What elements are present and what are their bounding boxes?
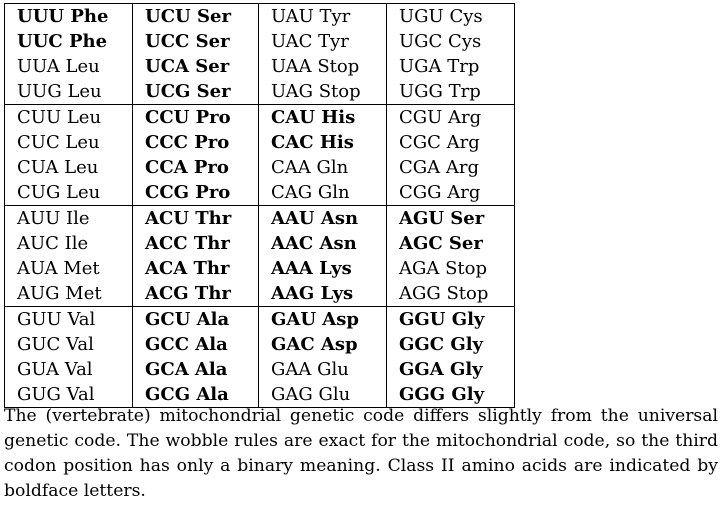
table-row: UUC Phe UCC Ser UAC Tyr UGC Cys: [4, 29, 515, 54]
codon-cell: GGU Gly: [386, 306, 515, 332]
codon-cell: UUA Leu: [4, 54, 133, 79]
codon-cell: CCC Pro: [132, 130, 259, 155]
codon-cell: UGG Trp: [386, 79, 515, 105]
codon-cell: ACG Thr: [132, 281, 259, 307]
codon-cell: CCG Pro: [132, 180, 259, 206]
codon-cell: GGA Gly: [386, 357, 515, 382]
table-row: AUA Met ACA Thr AAA Lys AGA Stop: [4, 256, 515, 281]
codon-cell: UAC Tyr: [258, 29, 387, 54]
codon-cell: AGG Stop: [386, 281, 515, 307]
codon-cell: UAU Tyr: [258, 3, 387, 29]
codon-cell: GUC Val: [4, 332, 133, 357]
codon-cell: UUU Phe: [4, 3, 133, 29]
codon-cell: CAC His: [258, 130, 387, 155]
table-row: GUA Val GCA Ala GAA Glu GGA Gly: [4, 357, 515, 382]
codon-cell: AUA Met: [4, 256, 133, 281]
codon-cell: UCG Ser: [132, 79, 259, 105]
codon-cell: CUU Leu: [4, 104, 133, 130]
codon-cell: GCG Ala: [132, 382, 259, 408]
codon-cell: CUC Leu: [4, 130, 133, 155]
codon-table-body: UUU Phe UCU Ser UAU Tyr UGU Cys UUC Phe UCC S…: [4, 3, 515, 408]
codon-cell: GCC Ala: [132, 332, 259, 357]
codon-cell: CAA Gln: [258, 155, 387, 180]
table-row: UUG Leu UCG Ser UAG Stop UGG Trp: [4, 79, 515, 105]
codon-cell: AUU Ile: [4, 205, 133, 231]
codon-cell: GUU Val: [4, 306, 133, 332]
codon-cell: UUC Phe: [4, 29, 133, 54]
codon-cell: AAU Asn: [258, 205, 387, 231]
codon-cell: UGU Cys: [386, 3, 515, 29]
codon-cell: CGA Arg: [386, 155, 515, 180]
codon-cell: AGA Stop: [386, 256, 515, 281]
codon-cell: CCU Pro: [132, 104, 259, 130]
codon-cell: GGG Gly: [386, 382, 515, 408]
codon-cell: GCA Ala: [132, 357, 259, 382]
codon-cell: GAA Glu: [258, 357, 387, 382]
codon-cell: CGG Arg: [386, 180, 515, 206]
codon-table: UUU Phe UCU Ser UAU Tyr UGU Cys UUC Phe UCC S…: [4, 3, 515, 408]
table-row: AUG Met ACG Thr AAG Lys AGG Stop: [4, 281, 515, 307]
codon-cell: UCA Ser: [132, 54, 259, 79]
codon-cell: GAC Asp: [258, 332, 387, 357]
codon-cell: CUG Leu: [4, 180, 133, 206]
codon-cell: ACU Thr: [132, 205, 259, 231]
table-row: GUG Val GCG Ala GAG Glu GGG Gly: [4, 382, 515, 408]
table-row: UUA Leu UCA Ser UAA Stop UGA Trp: [4, 54, 515, 79]
table-row: CUA Leu CCA Pro CAA Gln CGA Arg: [4, 155, 515, 180]
table-caption: The (vertebrate) mitochondrial genetic c…: [4, 406, 718, 501]
codon-cell: AGU Ser: [386, 205, 515, 231]
table-row: AUU Ile ACU Thr AAU Asn AGU Ser: [4, 205, 515, 231]
codon-cell: UCC Ser: [132, 29, 259, 54]
codon-cell: UGC Cys: [386, 29, 515, 54]
table-row: GUU Val GCU Ala GAU Asp GGU Gly: [4, 306, 515, 332]
table-row: CUC Leu CCC Pro CAC His CGC Arg: [4, 130, 515, 155]
codon-cell: UAA Stop: [258, 54, 387, 79]
codon-cell: ACA Thr: [132, 256, 259, 281]
codon-cell: AAG Lys: [258, 281, 387, 307]
codon-cell: AAA Lys: [258, 256, 387, 281]
codon-cell: CAU His: [258, 104, 387, 130]
codon-cell: CUA Leu: [4, 155, 133, 180]
table-row: AUC Ile ACC Thr AAC Asn AGC Ser: [4, 231, 515, 256]
table-row: CUU Leu CCU Pro CAU His CGU Arg: [4, 104, 515, 130]
codon-cell: GCU Ala: [132, 306, 259, 332]
codon-cell: AAC Asn: [258, 231, 387, 256]
table-row: GUC Val GCC Ala GAC Asp GGC Gly: [4, 332, 515, 357]
codon-cell: GAU Asp: [258, 306, 387, 332]
codon-cell: UCU Ser: [132, 3, 259, 29]
codon-cell: UUG Leu: [4, 79, 133, 105]
codon-cell: AUC Ile: [4, 231, 133, 256]
table-row: UUU Phe UCU Ser UAU Tyr UGU Cys: [4, 3, 515, 29]
table-row: CUG Leu CCG Pro CAG Gln CGG Arg: [4, 180, 515, 206]
codon-cell: GAG Glu: [258, 382, 387, 408]
codon-cell: CAG Gln: [258, 180, 387, 206]
codon-cell: UAG Stop: [258, 79, 387, 105]
codon-cell: GUG Val: [4, 382, 133, 408]
codon-cell: AGC Ser: [386, 231, 515, 256]
codon-cell: AUG Met: [4, 281, 133, 307]
codon-cell: CGC Arg: [386, 130, 515, 155]
codon-cell: GUA Val: [4, 357, 133, 382]
codon-cell: CGU Arg: [386, 104, 515, 130]
codon-cell: ACC Thr: [132, 231, 259, 256]
codon-cell: GGC Gly: [386, 332, 515, 357]
codon-cell: UGA Trp: [386, 54, 515, 79]
codon-cell: CCA Pro: [132, 155, 259, 180]
